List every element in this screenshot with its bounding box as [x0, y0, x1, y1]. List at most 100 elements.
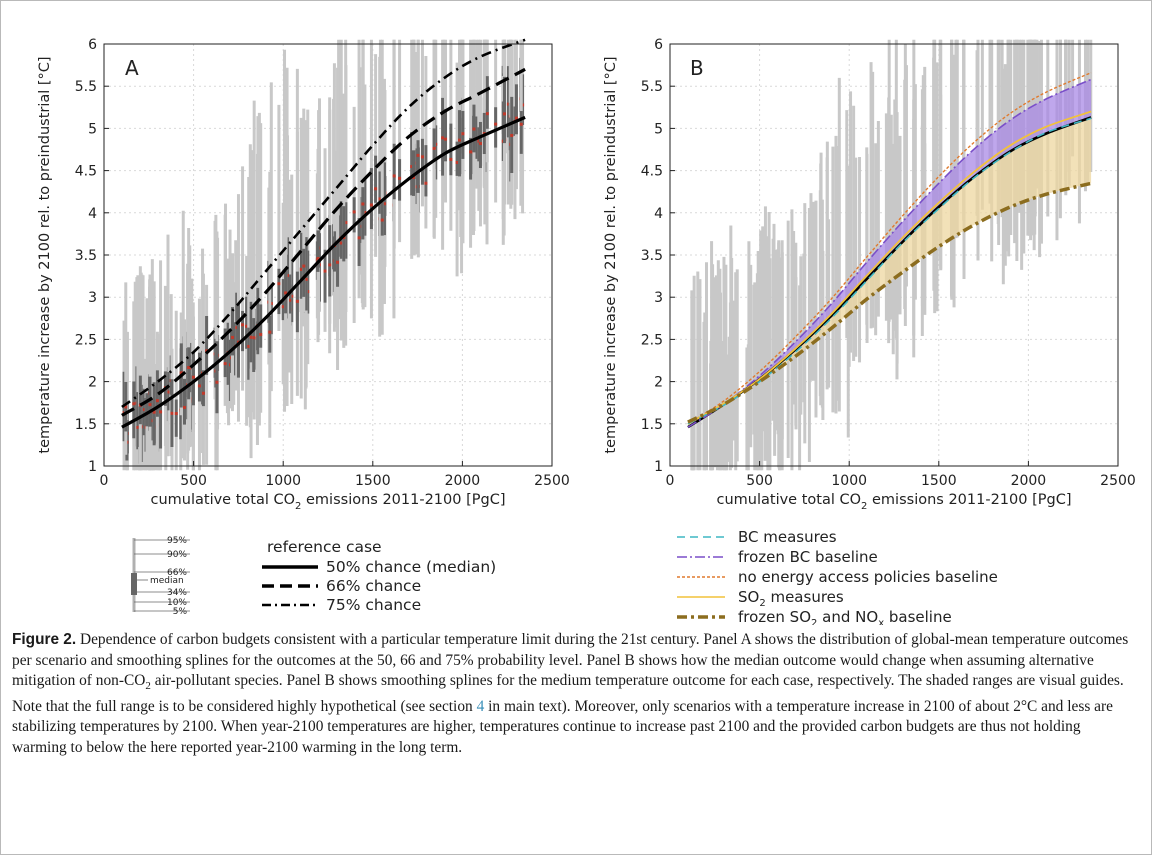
guide-label-4: 34% [167, 588, 187, 598]
panel-a-median-dot [124, 405, 128, 409]
caption-label: Figure 2. [12, 631, 77, 648]
panel-b-y-tick-label: 1 [654, 459, 663, 475]
panel-a-y-tick-label: 1.5 [75, 417, 97, 433]
panel-b-y-tick-label: 5 [654, 121, 663, 137]
panel-a-median-dot [187, 366, 191, 370]
panel-a-median-dot [132, 402, 136, 406]
guide-core-range-bar [131, 573, 137, 595]
legend-reference-case: reference case 50% chance (median) 66% c… [262, 538, 496, 614]
panel-b-y-tick-label: 3 [654, 290, 663, 306]
panel-a-median-dot [284, 291, 288, 295]
panel-a-median-dot [449, 157, 453, 161]
panel-b-label: B [690, 56, 704, 80]
panel-a-median-dot [472, 127, 476, 131]
panel-a-median-dot [269, 302, 273, 306]
panel-a-median-dot [152, 410, 156, 414]
panel-a-y-tick-label: 5 [88, 121, 97, 137]
panel-a-median-dot [374, 187, 378, 191]
panel-a-median-dot [382, 202, 386, 206]
panel-b-x-tick-label: 500 [746, 473, 773, 489]
panel-b-so2-band [687, 117, 1092, 428]
panel-a-median-dot [461, 132, 465, 136]
panel-a-median-dot [357, 236, 361, 240]
panel-a-median-dot [182, 405, 186, 409]
panel-b-line-frozen-so2-and-nox-baseline [687, 181, 1092, 424]
panel-a-median-dot [432, 146, 436, 150]
panel-a-median-dot [369, 203, 373, 207]
panel-a-median-dot [234, 326, 238, 330]
panel-a-median-dot [148, 403, 152, 407]
panel-a-label: A [125, 56, 139, 80]
panel-a-median-dot [339, 241, 343, 245]
caption-text-part3: in main text). Moreover, only scenarios … [12, 697, 1113, 756]
panel-a-median-dot [306, 290, 310, 294]
panel-a-x-tick-label: 1000 [265, 473, 301, 489]
panel-a-y-tick-label: 1 [88, 459, 97, 475]
panel-a-median-dot [485, 112, 489, 116]
panel-a-median-dot [361, 202, 365, 206]
panel-a-median-dot [494, 122, 498, 126]
panel-a-median-dot [416, 153, 420, 157]
panel-a-median-dot [458, 138, 462, 142]
panel-a-median-dot [477, 139, 481, 143]
panel-a-median-dot [197, 384, 201, 388]
panel-a-median-dot [420, 155, 424, 159]
panel-b-line-frozen-bc-baseline [687, 78, 1092, 428]
panel-a-median-dot [378, 197, 382, 201]
panel-a-x-tick-label: 2500 [534, 473, 570, 489]
panel-b-y-tick-label: 6 [654, 37, 663, 53]
guide-label-5: 10% [167, 598, 187, 608]
guide-label-2: 66% [167, 568, 187, 578]
legend-a-title: reference case [267, 538, 382, 556]
panel-a-median-dot [502, 112, 506, 116]
panel-b-y-tick-label: 3.5 [641, 248, 663, 264]
panel-a-median-dot [223, 362, 227, 366]
panel-a-median-dot [302, 264, 306, 268]
panel-a-x-tick-label: 500 [180, 473, 207, 489]
caption-section-link[interactable]: 4 [476, 697, 485, 715]
panel-b-x-tick-label: 1500 [921, 473, 957, 489]
legend-b-item-frozen-so2: frozen SO2 and NOx baseline [738, 608, 952, 625]
panel-a-median-dot [249, 335, 253, 339]
panel-a-y-tick-label: 6 [88, 37, 97, 53]
panel-a-median-dot [215, 380, 219, 384]
panel-a-median-dot [444, 137, 448, 141]
panel-a-median-dot [159, 410, 163, 414]
panel-a-median-dot [441, 136, 445, 140]
panel-a-median-dot [259, 332, 263, 336]
panel-a-median-dot [323, 269, 327, 273]
legend-b-item-no-energy: no energy access policies baseline [738, 568, 998, 586]
panel-a-median-dot [410, 165, 414, 169]
panel-a-median-dot [136, 425, 140, 429]
panel-a-median-dot [166, 390, 170, 394]
panel-b-x-tick-label: 2000 [1011, 473, 1047, 489]
panel-a-spline-75 [121, 38, 526, 408]
percentile-guide: 95% 90% 66%median 34%10%5% [131, 536, 190, 617]
panel-a-median-dot [506, 102, 510, 106]
panel-a-x-axis-title: cumulative total CO2 emissions 2011-2100… [151, 492, 506, 512]
caption-text-part1: Dependence of carbon budgets consistent … [12, 631, 1129, 689]
panel-a-median-dot [336, 260, 340, 264]
panel-a-median-dot [290, 294, 294, 298]
panel-a-y-tick-label: 5.5 [75, 79, 97, 95]
panel-a-median-dot [230, 335, 234, 339]
panel-b-x-axis-title: cumulative total CO2 emissions 2011-2100… [717, 492, 1072, 512]
panel-a-median-dot [174, 412, 178, 416]
legend-panel-b: BC measures frozen BC baseline no energy… [677, 528, 998, 625]
panel-a-median-dot [295, 299, 299, 303]
panel-b-x-tick-label: 0 [666, 473, 675, 489]
panel-a-y-tick-label: 4 [88, 206, 97, 222]
panel-a-median-dot [414, 185, 418, 189]
legend-a-item-75: 75% chance [326, 596, 421, 614]
panel-a-median-dot [245, 324, 249, 328]
panel-a-median-dot [299, 267, 303, 271]
panel-a-median-dot [478, 142, 482, 146]
panel-b-y-tick-label: 4.5 [641, 164, 663, 180]
panel-b-y-axis-title: temperature increase by 2100 rel. to pre… [603, 56, 619, 453]
panel-a-median-dot [398, 176, 402, 180]
panel-a-median-dot [514, 116, 518, 120]
legend-b-item-bc-measures: BC measures [738, 528, 837, 546]
panel-a: 0 500 1000 1500 2000 2500 1 1.5 2 2.5 3 3.5 4 4.5 5 5.5… [37, 37, 570, 512]
panel-a-median-dot [411, 175, 415, 179]
